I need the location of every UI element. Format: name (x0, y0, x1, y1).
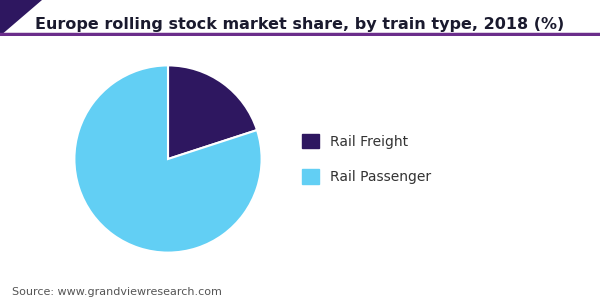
Text: Source: www.grandviewresearch.com: Source: www.grandviewresearch.com (12, 287, 222, 297)
Polygon shape (0, 0, 42, 36)
Wedge shape (168, 65, 257, 159)
Legend: Rail Freight, Rail Passenger: Rail Freight, Rail Passenger (296, 128, 437, 190)
Text: Europe rolling stock market share, by train type, 2018 (%): Europe rolling stock market share, by tr… (35, 16, 565, 32)
Wedge shape (74, 65, 262, 253)
